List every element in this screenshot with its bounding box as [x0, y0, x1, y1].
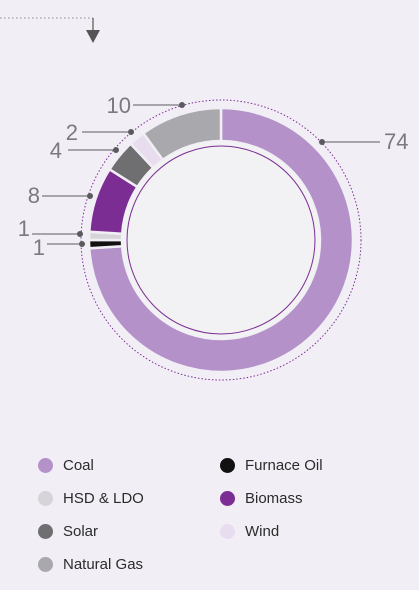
- arrow-down-icon[interactable]: [86, 18, 100, 43]
- legend-item-furnace-oil: Furnace Oil: [220, 455, 390, 475]
- legend-swatch: [220, 490, 235, 506]
- data-label-natural-gas: 10: [107, 93, 185, 118]
- data-label-biomass: 8: [28, 183, 93, 208]
- data-label-solar: 4: [50, 138, 119, 163]
- legend-item-natural-gas: Natural Gas: [38, 554, 220, 574]
- data-label-text: 74: [384, 129, 408, 154]
- data-label-wind: 2: [66, 120, 134, 145]
- legend-label: Furnace Oil: [245, 456, 323, 474]
- legend-item-wind: Wind: [220, 521, 390, 541]
- legend-label: Wind: [245, 522, 280, 540]
- legend-item-biomass: Biomass: [220, 488, 390, 508]
- legend-label: Solar: [63, 522, 99, 540]
- legend-swatch: [38, 523, 53, 539]
- outer-dotted-ring: [80, 99, 362, 381]
- data-label-text: 1: [33, 235, 45, 260]
- data-labels: 74 11 842 10: [18, 93, 409, 260]
- legend-label: HSD & LDO: [63, 489, 144, 507]
- data-label-furnace-oil: 1: [33, 235, 85, 260]
- legend-item-coal: Coal: [38, 455, 220, 475]
- data-label-hsd-ldo: 1: [18, 216, 83, 241]
- legend-item-solar: Solar: [38, 521, 220, 541]
- legend-swatch: [38, 490, 53, 506]
- legend-swatch: [220, 457, 235, 473]
- legend-swatch: [38, 556, 53, 572]
- data-label-text: 4: [50, 138, 62, 163]
- legend: Coal Furnace Oil HSD & LDO Biomass Solar Wind…: [38, 455, 398, 574]
- data-label-text: 10: [107, 93, 131, 118]
- legend-label: Biomass: [245, 489, 303, 507]
- legend-swatch: [220, 523, 235, 539]
- legend-swatch: [38, 457, 53, 473]
- donut-inner-ring: [126, 145, 316, 335]
- data-label-text: 1: [18, 216, 30, 241]
- data-label-text: 8: [28, 183, 40, 208]
- legend-item-hsd-ldo: HSD & LDO: [38, 488, 220, 508]
- data-label-coal: 74: [319, 129, 408, 154]
- legend-label: Coal: [63, 456, 94, 474]
- data-label-text: 2: [66, 120, 78, 145]
- legend-label: Natural Gas: [63, 555, 144, 573]
- donut-inner-fill: [122, 141, 320, 339]
